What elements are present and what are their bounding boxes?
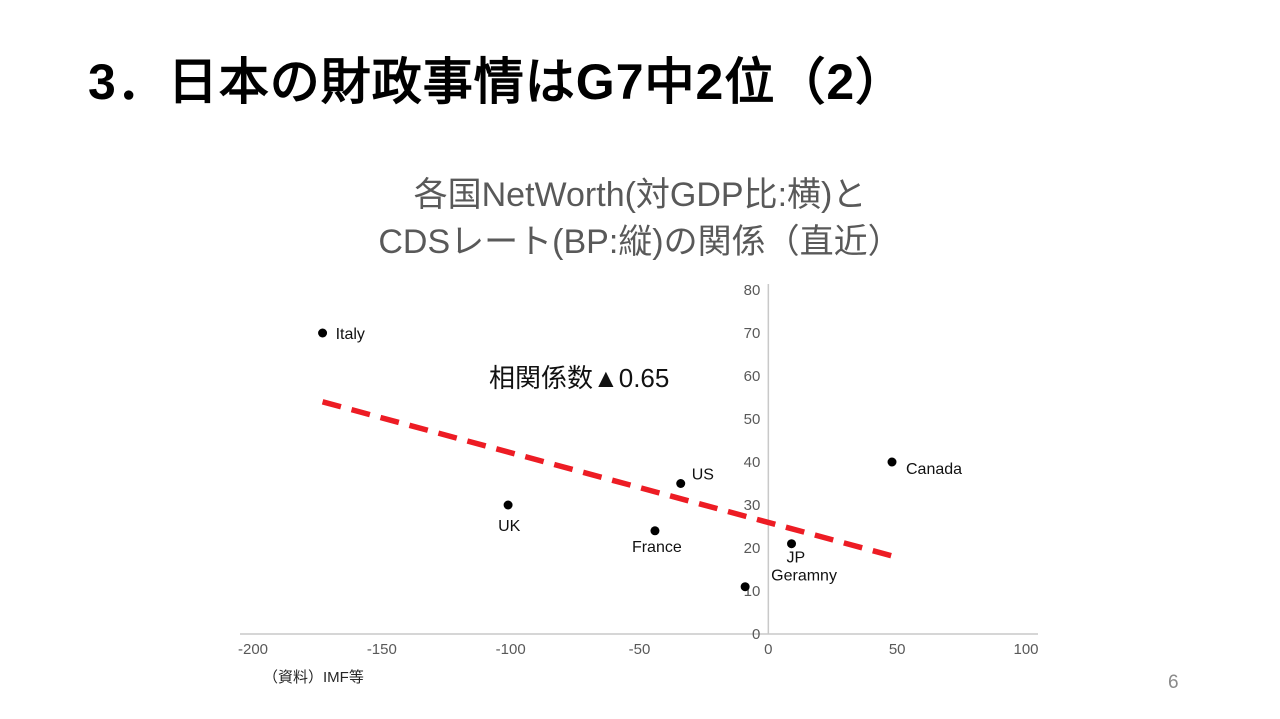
data-point-label-italy: Italy [336,326,365,343]
y-tick-label: 20 [744,540,761,557]
data-point-label-us: US [692,467,714,484]
data-point-label-canada: Canada [906,461,962,478]
y-tick-label: 30 [744,497,761,514]
y-tick-label: 50 [744,411,761,428]
source-note: （資料）IMF等 [263,669,364,686]
data-point-canada [887,457,897,467]
y-tick-label: 40 [744,454,761,471]
data-point-jp [787,539,797,549]
x-tick-label: -50 [629,641,651,658]
x-tick-label: -200 [238,641,268,658]
data-point-france [650,526,660,536]
page-number: 6 [1168,672,1179,693]
x-tick-label: -150 [367,641,397,658]
data-point-us [676,479,686,488]
slide-title: 3．日本の財政事情はG7中2位（2） [88,54,907,110]
y-tick-label: 0 [752,626,760,643]
data-point-geramny [740,582,750,592]
data-point-label-jp: JP [787,550,806,567]
x-tick-label: 50 [889,641,906,658]
x-tick-label: 100 [1013,641,1038,658]
chart-title: 各国NetWorth(対GDP比:横)と CDSレート(BP:縦)の関係（直近） [0,172,1280,266]
trend-line [321,399,896,560]
data-point-label-geramny: Geramny [771,568,837,585]
data-point-italy [318,328,328,338]
y-tick-label: 70 [744,325,761,342]
data-point-uk [503,500,513,510]
data-point-label-uk: UK [498,518,521,535]
x-tick-label: -100 [496,641,526,658]
y-tick-label: 60 [744,368,761,385]
chart-title-line2: CDSレート(BP:縦)の関係（直近） [378,223,902,261]
x-tick-label: 0 [764,641,772,658]
y-tick-label: 80 [744,282,761,299]
correlation-annotation: 相関係数▲0.65 [489,363,670,393]
data-point-label-france: France [632,539,682,556]
chart-title-line1: 各国NetWorth(対GDP比:横)と [413,176,867,214]
